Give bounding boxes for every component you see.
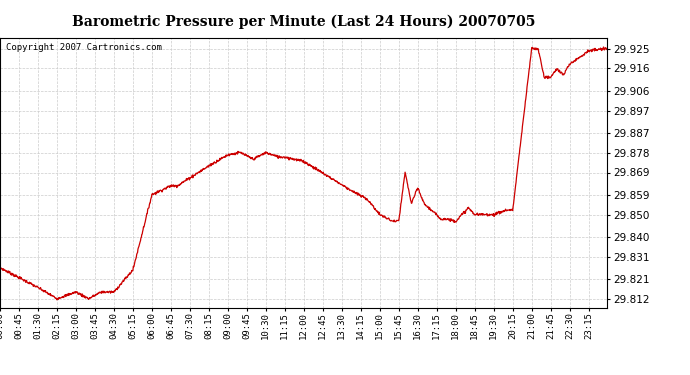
- Text: Barometric Pressure per Minute (Last 24 Hours) 20070705: Barometric Pressure per Minute (Last 24 …: [72, 15, 535, 29]
- Text: Copyright 2007 Cartronics.com: Copyright 2007 Cartronics.com: [6, 43, 162, 52]
